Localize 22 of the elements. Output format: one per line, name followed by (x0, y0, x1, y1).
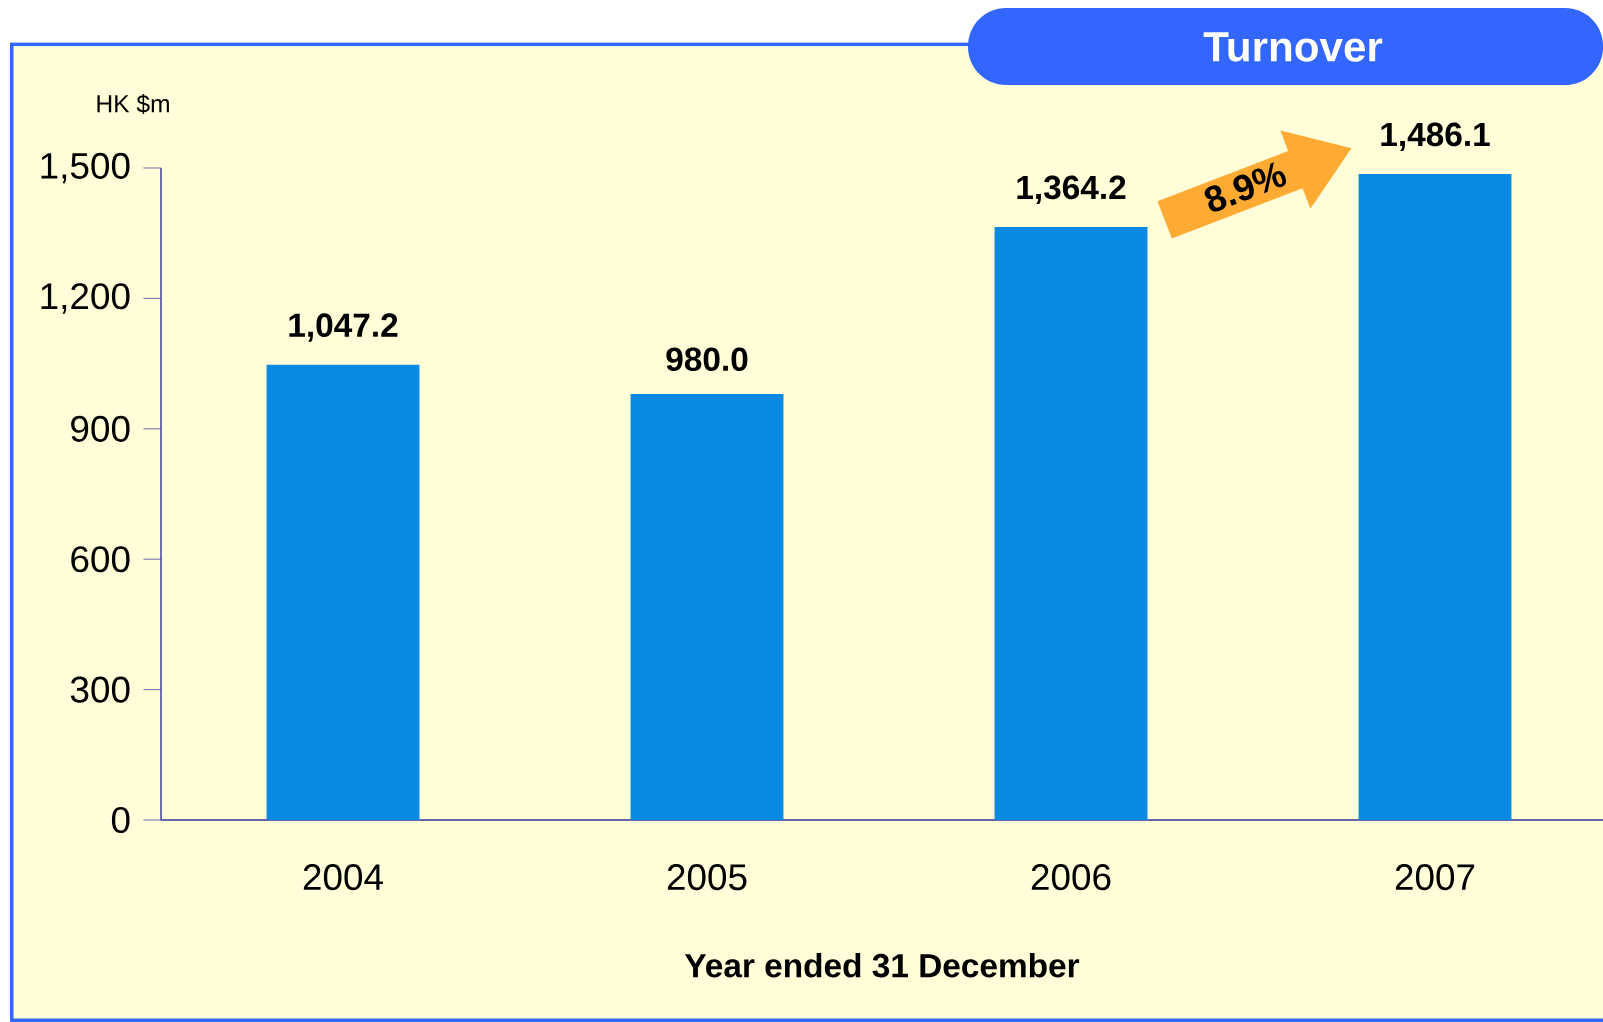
x-tick-label: 2007 (1395, 864, 1475, 891)
data-label: 1,047.2 (289, 313, 398, 342)
y-tick-label: 1,500 (41, 152, 130, 184)
data-label: 1,486.1 (1381, 122, 1490, 152)
chart-title: Turnover (1203, 32, 1383, 62)
x-tick-label: 2005 (667, 864, 747, 891)
x-axis-title: Year ended 31 December (684, 952, 1080, 978)
y-tick-label: 0 (111, 806, 130, 834)
bar (630, 394, 784, 820)
y-tick-label: 900 (71, 415, 130, 442)
annotation: 8.9% (1204, 162, 1287, 212)
y-axis-title: HK $m (97, 94, 169, 114)
bar (1358, 174, 1512, 820)
data-label: 980.0 (666, 347, 748, 372)
data-label: 1,364.2 (1017, 175, 1126, 205)
x-tick-label: 2004 (303, 864, 383, 891)
bar (994, 227, 1148, 820)
bar (266, 364, 420, 820)
x-tick-label: 2006 (1031, 864, 1111, 891)
y-tick-label: 300 (70, 676, 130, 703)
y-tick-label: 1,200 (41, 283, 130, 314)
y-tick-label: 600 (71, 546, 130, 573)
